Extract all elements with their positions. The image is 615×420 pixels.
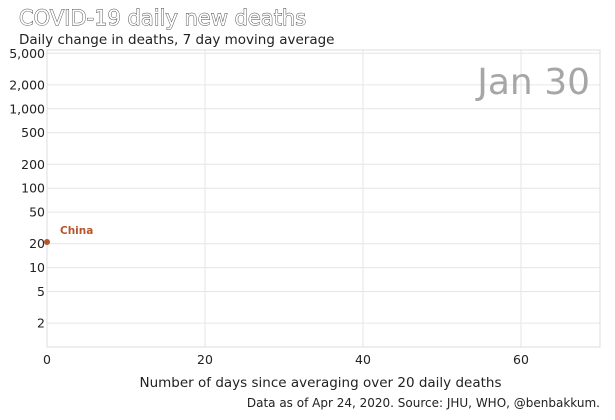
x-axis-title: Number of days since averaging over 20 d…: [140, 375, 502, 391]
y-tick-label: 2: [37, 316, 45, 331]
x-axis-tick-labels: 0 20 40 60: [43, 352, 529, 367]
series-china: China: [44, 225, 93, 246]
y-axis-tick-labels: 2 5 10 20 50 100 200 500 1,000 2,000 5,000: [9, 46, 45, 331]
data-point: [44, 239, 50, 246]
x-tick-label: 0: [43, 352, 51, 367]
x-gridlines: [46, 50, 522, 347]
y-tick-label: 50: [29, 205, 45, 220]
y-tick-label: 2,000: [9, 77, 45, 92]
y-tick-label: 5: [37, 284, 45, 299]
plot-area: [46, 49, 601, 348]
y-tick-label: 200: [21, 157, 45, 172]
y-gridlines: [47, 52, 600, 324]
x-tick-label: 40: [355, 352, 371, 367]
x-tick-label: 20: [197, 352, 213, 367]
series-label: China: [60, 225, 93, 237]
y-tick-label: 20: [29, 236, 45, 251]
source-note: Data as of Apr 24, 2020. Source: JHU, WH…: [247, 396, 600, 410]
chart-title: COVID-19 daily new deaths: [19, 6, 306, 30]
y-tick-label: 5,000: [9, 46, 45, 61]
y-tick-label: 1,000: [9, 101, 45, 116]
series-layer: China: [44, 225, 93, 246]
date-stamp: Jan 30: [475, 62, 590, 103]
x-tick-label: 60: [513, 352, 529, 367]
y-tick-label: 100: [21, 181, 45, 196]
y-tick-label: 10: [29, 260, 45, 275]
chart-subtitle: Daily change in deaths, 7 day moving ave…: [19, 32, 334, 48]
y-tick-label: 500: [21, 125, 45, 140]
